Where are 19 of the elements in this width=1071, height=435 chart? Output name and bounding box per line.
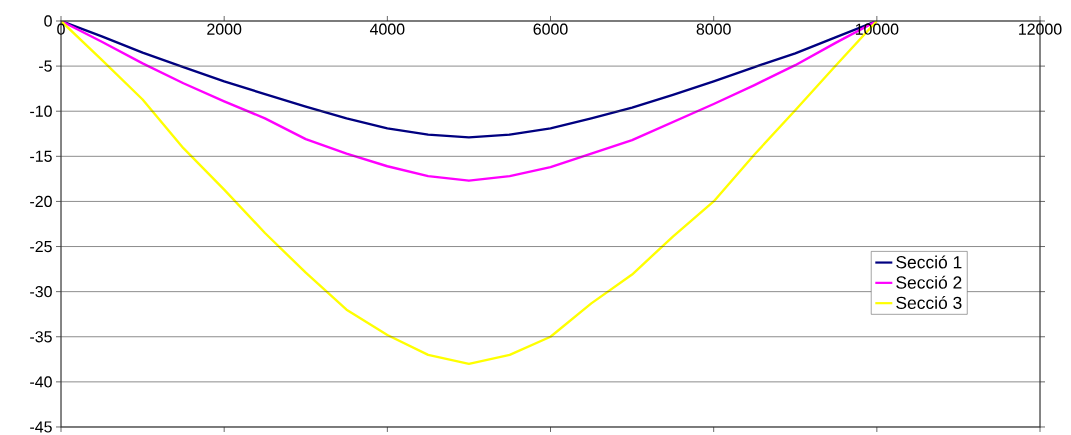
y-tick-label: -25 bbox=[30, 240, 52, 253]
x-tick-label: 12000 bbox=[1019, 23, 1062, 35]
y-tick-label: -10 bbox=[30, 105, 52, 117]
legend-label: Secció 3 bbox=[896, 296, 962, 310]
y-tick-label: -5 bbox=[39, 60, 52, 72]
legend-label: Secció 1 bbox=[896, 255, 962, 269]
x-tick-label: 6000 bbox=[533, 23, 568, 35]
x-tick-label: 4000 bbox=[369, 23, 405, 35]
x-tick-label: 8000 bbox=[696, 23, 731, 35]
x-tick-label: 2000 bbox=[207, 23, 242, 35]
y-tick-label: -20 bbox=[30, 195, 52, 208]
y-tick-label: -15 bbox=[30, 150, 52, 162]
legend-label: Secció 2 bbox=[896, 275, 962, 289]
y-tick-label: -40 bbox=[30, 376, 52, 388]
x-tick-label: 0 bbox=[57, 23, 65, 35]
y-tick-label: -35 bbox=[30, 331, 52, 343]
y-tick-label: -30 bbox=[30, 286, 52, 298]
y-tick-label: 0 bbox=[44, 15, 52, 27]
y-tick-label: -45 bbox=[30, 421, 52, 433]
